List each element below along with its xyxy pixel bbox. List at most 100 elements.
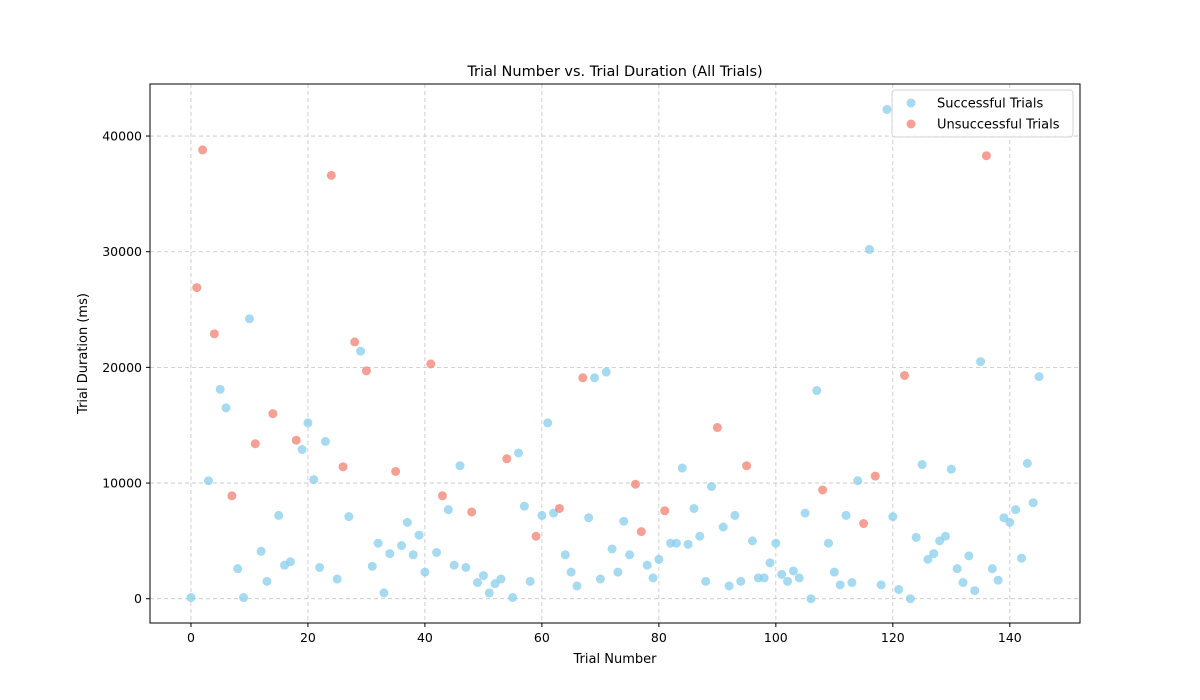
successful-trial-point [882, 104, 892, 114]
successful-trial-point [1028, 498, 1038, 508]
successful-trial-point [759, 573, 769, 583]
unsuccessful-trial-point [467, 507, 477, 517]
successful-trial-point [701, 576, 711, 586]
y-tick-label: 10000 [102, 476, 142, 491]
successful-trial-point [1011, 505, 1021, 515]
x-tick-label: 60 [534, 630, 550, 645]
unsuccessful-trial-point [326, 170, 336, 180]
unsuccessful-trial-point [712, 423, 722, 433]
successful-trial-point [297, 445, 307, 454]
chart-title: Trial Number vs. Trial Duration (All Tri… [466, 64, 762, 80]
successful-trial-point [1017, 553, 1027, 563]
successful-trial-point [303, 418, 313, 428]
successful-trial-point [274, 510, 284, 520]
successful-trial-point [958, 578, 968, 588]
successful-trial-point [625, 550, 635, 560]
successful-trial-point [771, 538, 781, 548]
unsuccessful-trial-point [859, 519, 869, 529]
successful-trial-point [730, 510, 740, 520]
successful-trial-point [940, 531, 950, 541]
successful-trial-point [654, 554, 664, 564]
successful-trial-point [952, 564, 962, 574]
x-axis-ticks: 0 20 40 60 80 100 120 140 [187, 623, 1022, 645]
successful-trial-point [607, 544, 617, 554]
successful-trial-point [823, 538, 833, 548]
successful-trial-point [315, 562, 325, 572]
unsuccessful-trial-point [502, 454, 512, 464]
successful-trial-point [905, 594, 915, 604]
successful-trial-point [402, 517, 412, 527]
unsuccessful-trial-point [660, 506, 670, 516]
successful-trial-point [747, 536, 757, 546]
successful-trial-point [443, 505, 453, 515]
x-tick-label: 80 [651, 630, 667, 645]
successful-trial-point [203, 476, 213, 486]
successful-trial-point [601, 367, 611, 377]
successful-trial-point [800, 508, 810, 518]
successful-trial-point [777, 569, 787, 579]
successful-trial-point [695, 531, 705, 541]
successful-trial-point [262, 576, 272, 586]
unsuccessful-trial-point [350, 337, 360, 347]
unsuccessful-trial-point [630, 479, 640, 489]
x-tick-label: 120 [881, 630, 905, 645]
successful-trial-point [572, 581, 582, 591]
unsuccessful-trial-point [391, 466, 401, 476]
y-tick-label: 30000 [102, 244, 142, 259]
plot-frame [149, 83, 1081, 624]
unsuccessful-trial-point [437, 491, 447, 501]
unsuccessful-trial-point [192, 283, 202, 293]
legend-marker-successful [906, 98, 916, 108]
unsuccessful-trial-point [981, 151, 991, 161]
unsuccessful-trial-point [268, 409, 278, 419]
successful-trial-point [239, 593, 249, 603]
successful-trial-point [1022, 458, 1032, 468]
successful-trial-point [648, 573, 658, 583]
successful-trial-point [215, 384, 225, 394]
successful-trial-point [519, 501, 529, 511]
legend-marker-unsuccessful [906, 119, 916, 129]
successful-trial-point [677, 463, 687, 473]
successful-trial-point [765, 558, 775, 568]
successful-trial-point [1034, 372, 1044, 382]
successful-trial-point [864, 244, 874, 254]
successful-trial-point [812, 386, 822, 396]
successful-trial-point [320, 436, 330, 446]
successful-trial-point [876, 580, 886, 590]
x-tick-label: 100 [764, 630, 788, 645]
unsuccessful-trial-point [338, 462, 348, 472]
unsuccessful-trial-point [554, 503, 564, 513]
successful-trial-point [525, 576, 535, 586]
unsuccessful-trial-point [198, 145, 208, 155]
successful-trial-point [584, 513, 594, 523]
successful-trial-point [513, 448, 523, 458]
unsuccessful-trial-point [209, 329, 219, 339]
successful-trial-point [1005, 517, 1015, 527]
legend-box [891, 89, 1074, 138]
legend-label-unsuccessful: Unsuccessful Trials [937, 118, 1060, 133]
successful-trial-point [894, 584, 904, 594]
successful-trial-point [736, 576, 746, 586]
successful-trial-point [285, 557, 295, 567]
unsuccessful-trial-point [900, 370, 910, 380]
unsuccessful-trial-point [578, 373, 588, 383]
legend-label-successful: Successful Trials [937, 97, 1043, 112]
successful-trial-point [332, 574, 342, 584]
successful-trial-point [718, 522, 728, 532]
unsuccessful-trial-point [250, 439, 260, 449]
successful-trial-point [508, 593, 518, 603]
successful-trial-point [976, 357, 986, 367]
successful-trial-point [309, 475, 319, 485]
y-tick-label: 0 [134, 591, 142, 606]
data-points [186, 104, 1044, 604]
successful-trial-point [543, 418, 553, 428]
y-tick-label: 20000 [102, 360, 142, 375]
successful-trial-point [946, 464, 956, 474]
successful-trial-point [367, 561, 377, 571]
successful-trial-point [560, 550, 570, 560]
successful-trial-point [373, 538, 383, 548]
successful-trial-point [408, 550, 418, 560]
successful-trial-point [683, 539, 693, 549]
successful-trial-point [923, 554, 933, 564]
